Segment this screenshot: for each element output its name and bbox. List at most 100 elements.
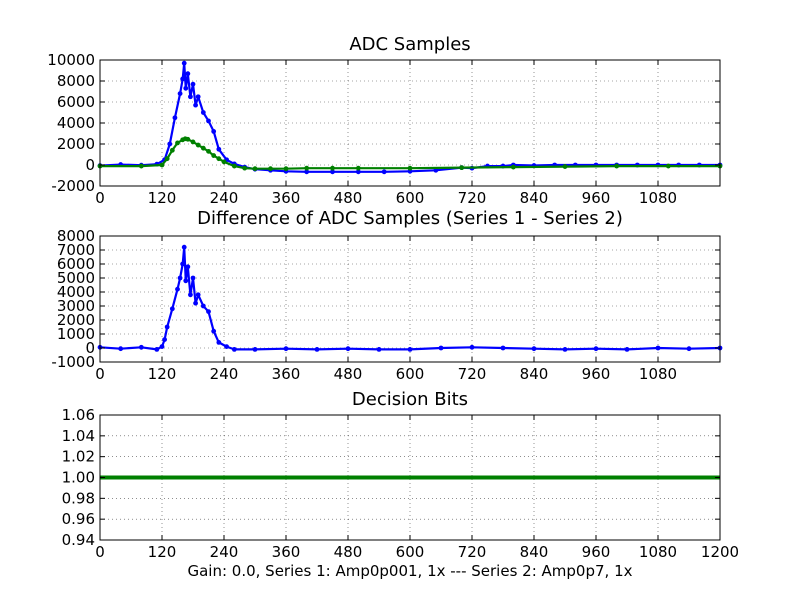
x-tick-label: 480 <box>334 543 363 561</box>
series-1-point <box>177 91 183 96</box>
y-tick-label: 6000 <box>57 255 95 273</box>
series-1-point <box>211 328 217 334</box>
x-tick-label: 360 <box>272 189 301 207</box>
x-tick-label: 960 <box>582 365 611 383</box>
series-1-point <box>381 169 387 175</box>
x-tick-label: 480 <box>334 365 363 383</box>
series-1-point <box>138 344 144 350</box>
series-2-point <box>195 142 201 148</box>
x-tick-label: 600 <box>396 543 425 561</box>
series-1-point <box>206 309 211 314</box>
series-1-point <box>183 278 189 284</box>
series-1-point <box>185 264 191 270</box>
series-2-point <box>614 163 620 169</box>
series-2-point <box>252 166 258 172</box>
y-tick-label: 4000 <box>57 283 95 301</box>
x-tick-label: 840 <box>520 543 549 561</box>
series-1-point <box>164 324 170 330</box>
series-1-line <box>99 62 720 173</box>
y-tick-label: 0 <box>85 156 95 174</box>
series-1-point <box>469 344 475 350</box>
series-1-point <box>185 71 191 77</box>
x-tick-label: 960 <box>582 189 611 207</box>
series-1-point <box>118 346 124 352</box>
subplot-adc-samples: ADC Samples 0 120 240 360 480 600 720 840 960 108… <box>47 34 723 207</box>
series-2-point <box>138 163 144 169</box>
series-2-point <box>175 140 180 146</box>
series-1-line <box>99 246 721 351</box>
x-tick-label: 1080 <box>639 365 677 383</box>
series-1-point <box>655 345 661 351</box>
series-1-point <box>200 303 206 309</box>
x-tick-label: 1080 <box>639 189 677 207</box>
y-tick-label: 8000 <box>57 227 95 245</box>
series-2-point <box>268 166 273 172</box>
series-2-point <box>164 156 170 162</box>
series-1-point <box>252 347 258 352</box>
series-1-point <box>562 347 568 352</box>
series-1-point <box>407 347 413 352</box>
y-tick-label: 10000 <box>47 51 95 69</box>
series-1-point <box>433 167 439 173</box>
y-tick-label: 2000 <box>57 135 95 153</box>
series-1-point <box>206 118 211 124</box>
series-2-point <box>330 165 335 171</box>
series-1-point <box>195 94 201 100</box>
series-1-point <box>190 81 196 87</box>
x-tick-label: 240 <box>210 365 239 383</box>
series-1-point <box>188 292 193 298</box>
x-tick-label: 720 <box>458 543 487 561</box>
y-tick-label: 0 <box>85 339 95 357</box>
x-tick-label: 120 <box>148 189 177 207</box>
series-2-point <box>231 163 237 169</box>
series-2-point <box>407 165 413 171</box>
y-tick-label: 5000 <box>57 269 95 287</box>
series-1-point <box>167 141 173 147</box>
series-1-point <box>169 306 175 312</box>
x-tick-label: 360 <box>272 365 301 383</box>
series-1-point <box>376 347 382 352</box>
series-2-point <box>159 162 165 168</box>
series-1-point <box>172 115 178 121</box>
series-1-point <box>180 76 186 82</box>
series-1-point <box>500 345 506 351</box>
y-tick-label: 1.00 <box>62 469 95 487</box>
series-2-point <box>355 165 361 171</box>
series-1-point <box>193 300 198 306</box>
series-2-point <box>216 156 222 162</box>
series-1-point <box>211 129 217 134</box>
series-1-point <box>177 275 183 281</box>
series-2-point <box>200 145 206 151</box>
plot-frame <box>99 235 721 363</box>
series-2-point <box>283 166 289 172</box>
series-1-point <box>216 340 222 345</box>
x-tick-label: 840 <box>520 365 549 383</box>
x-tick-label: 240 <box>210 189 239 207</box>
series-1-point <box>181 244 187 250</box>
x-tick-label: 720 <box>458 189 487 207</box>
series-1-point <box>159 344 165 349</box>
series-1-point <box>314 347 320 352</box>
x-tick-label: 120 <box>148 543 177 561</box>
x-tick-label: 840 <box>520 189 549 207</box>
x-tick-label: 600 <box>396 365 425 383</box>
series-1-point <box>162 337 167 342</box>
y-tick-label: 0.94 <box>62 531 95 549</box>
subplot-1-title: ADC Samples <box>349 34 470 55</box>
series-2-point <box>169 147 175 153</box>
x-tick-label: 0 <box>95 365 105 383</box>
series-2-point <box>190 139 196 145</box>
series-2-point <box>510 164 516 170</box>
x-tick-label: 1080 <box>639 543 677 561</box>
x-tick-label: 720 <box>458 365 487 383</box>
series-1-point <box>345 346 351 352</box>
subplot-decision-bits: Decision Bits 0 120 240 360 480 600 720 840 960 1… <box>62 389 740 561</box>
x-tick-label: 240 <box>210 543 239 561</box>
x-tick-label: 480 <box>334 189 363 207</box>
series-1-point <box>438 345 444 351</box>
figure-caption: Gain: 0.0, Series 1: Amp0p001, 1x --- Se… <box>187 562 632 580</box>
series-1-point <box>531 346 537 352</box>
y-tick-label: 4000 <box>57 114 95 132</box>
series-2-point <box>459 165 465 171</box>
y-tick-label: 1.02 <box>62 448 95 466</box>
